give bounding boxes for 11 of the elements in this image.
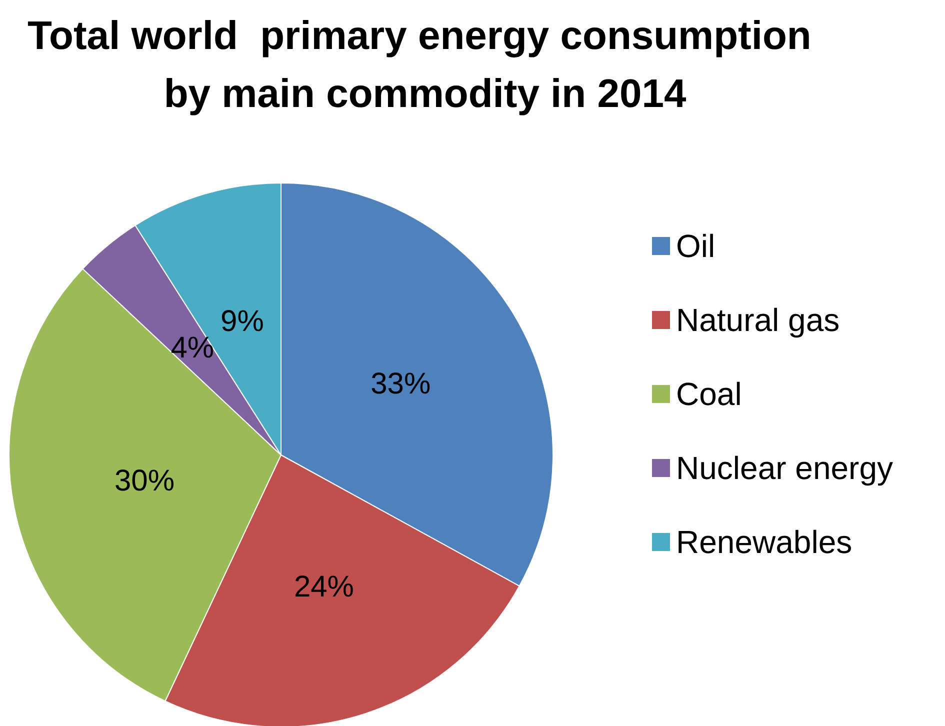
data-label: 24% (294, 570, 354, 604)
legend-label: Natural gas (676, 302, 840, 338)
data-label: 30% (114, 464, 174, 498)
legend-label: Renewables (676, 524, 852, 560)
data-label: 33% (370, 368, 431, 401)
legend-label: Coal (676, 376, 742, 412)
chart-title: Total world primary energy consumption by main commodity in 2014 (28, 14, 822, 116)
legend-label: Oil (676, 228, 716, 264)
legend-label: Nuclear energy (676, 450, 893, 486)
data-label: 9% (220, 305, 264, 338)
data-label: 4% (170, 331, 214, 364)
